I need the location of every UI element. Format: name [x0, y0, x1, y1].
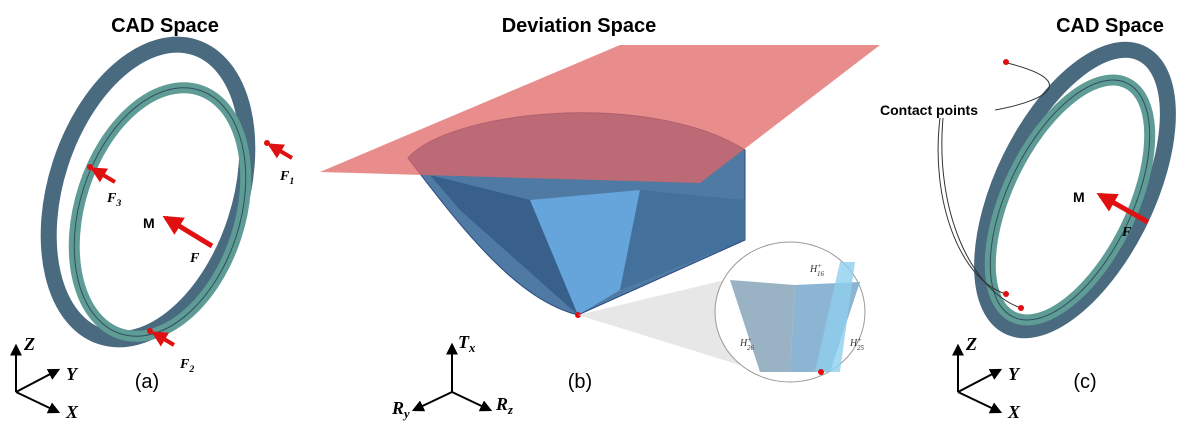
contact-point [1003, 291, 1009, 297]
annotation: Contact points [880, 102, 978, 118]
panel-caption: (a) [135, 371, 159, 393]
contact-point [1018, 305, 1024, 311]
axis-label: Z [965, 334, 977, 354]
subscript: 1 [289, 176, 294, 187]
panel-title: CAD Space [111, 15, 219, 37]
superscript: + [857, 336, 862, 344]
symbol: F [179, 357, 190, 372]
subscript: 3 [115, 198, 121, 209]
subscript: x [468, 341, 475, 355]
axes-triad [16, 346, 58, 412]
subscript: 2 [188, 364, 194, 375]
ring [944, 22, 1200, 358]
panel-title: CAD Space [1056, 15, 1164, 37]
axes-triad [414, 345, 490, 410]
force-label: F [189, 251, 200, 266]
axis-label: X [65, 402, 79, 422]
moment-label: M [143, 215, 155, 231]
symbol: F [106, 191, 117, 206]
symbol: F [279, 169, 290, 184]
subscript: 25 [857, 344, 865, 352]
subscript: 16 [817, 270, 825, 278]
subscript: 26 [747, 344, 755, 352]
axes-triad [958, 346, 1000, 412]
force-label: F2 [179, 357, 194, 375]
axis-label: Y [1008, 364, 1021, 384]
axis-label: Ry [391, 398, 410, 421]
force-label: F3 [106, 191, 121, 209]
axis-label: X [1007, 402, 1021, 422]
subscript: z [507, 403, 513, 417]
superscript: + [817, 262, 822, 270]
axis-label: Y [66, 364, 79, 384]
panel-title: Deviation Space [502, 15, 657, 37]
moment-label: M [1073, 189, 1085, 205]
force-label: F1 [279, 169, 294, 187]
axis-label: Tx [458, 332, 475, 355]
symbol: R [495, 394, 508, 414]
subscript: y [402, 407, 410, 421]
plane [320, 45, 880, 183]
ring [14, 19, 283, 365]
inset [715, 242, 865, 382]
panel-caption: (c) [1073, 371, 1096, 393]
figure: CAD Space M F1 F3 F F2 Z Y X (a) Deviati… [0, 0, 1200, 424]
contact-point [1003, 59, 1009, 65]
axis-label: Rz [495, 394, 513, 417]
symbol: R [391, 398, 404, 418]
force-label: F [1121, 225, 1132, 240]
axis-label: Z [23, 334, 35, 354]
panel-caption: (b) [568, 371, 592, 393]
superscript: + [747, 336, 752, 344]
